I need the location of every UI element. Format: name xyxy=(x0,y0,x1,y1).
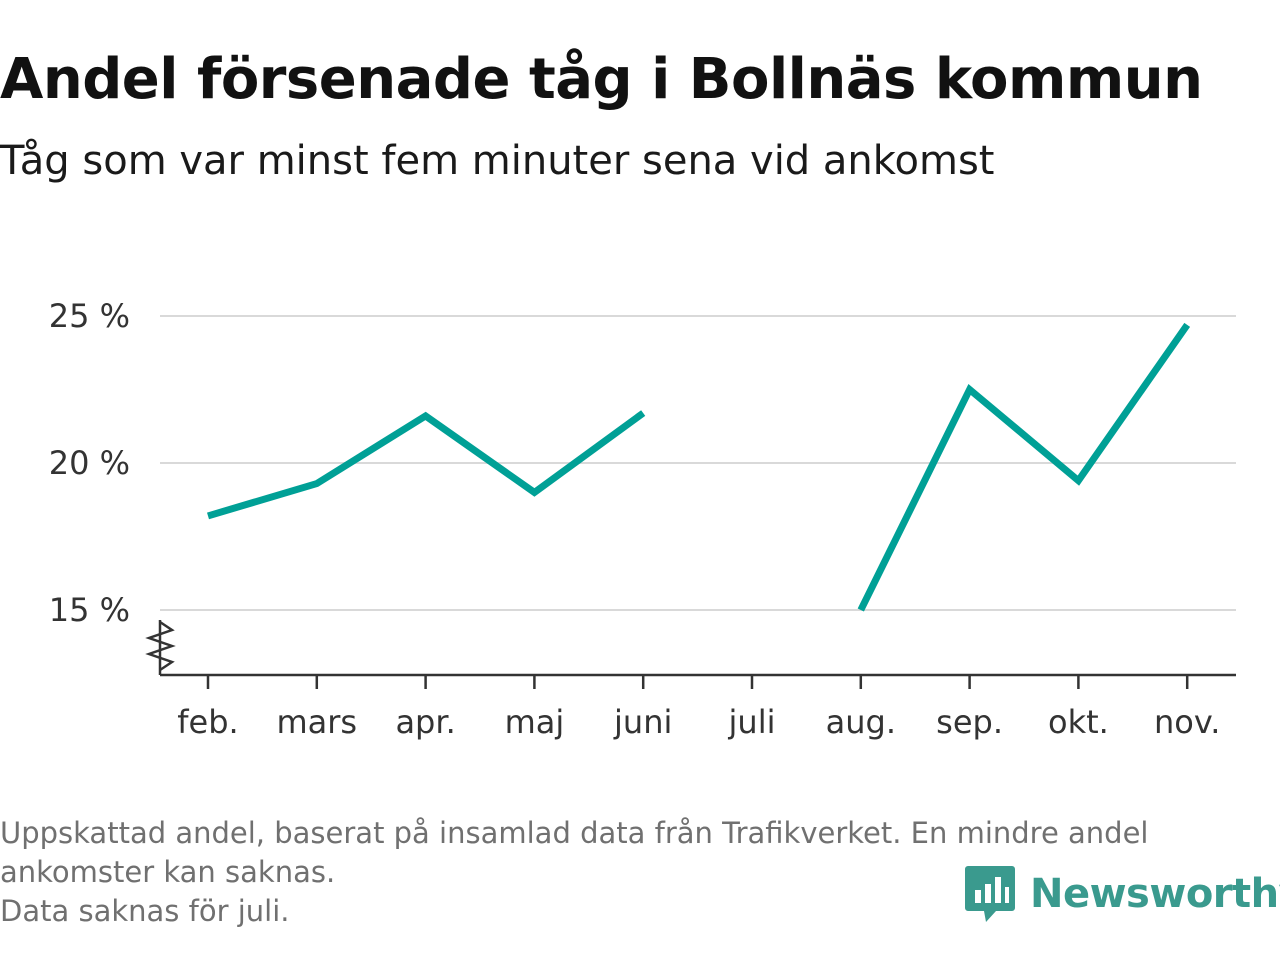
line-chart: 15 % 20 % 25 % feb. mars apr. maj juni juli aug.… xyxy=(49,297,1236,741)
chart-title: Andel försenade tåg i Bollnäs kommun xyxy=(0,47,1203,112)
y-tick-label: 15 % xyxy=(49,591,130,629)
x-axis xyxy=(145,620,1236,677)
x-tick-label: maj xyxy=(505,703,565,741)
y-tick-labels: 15 % 20 % 25 % xyxy=(49,297,130,629)
grid-lines xyxy=(160,315,1236,611)
bar-chart-speech-bubble-icon xyxy=(965,866,1015,922)
x-tick-label: sep. xyxy=(936,703,1003,741)
brand-name: Newsworthy xyxy=(1030,871,1280,917)
x-tick-label: juli xyxy=(728,703,776,741)
x-tick-label: aug. xyxy=(826,703,896,741)
y-tick-label: 20 % xyxy=(49,444,130,482)
x-tick-label: apr. xyxy=(395,703,455,741)
axis-break-icon xyxy=(145,620,176,672)
footnote-line-1: Uppskattad andel, baserat på insamlad da… xyxy=(0,816,1149,850)
x-tick-label: okt. xyxy=(1048,703,1109,741)
x-tick-label: mars xyxy=(276,703,357,741)
footnote-line-2: ankomster kan saknas. xyxy=(0,855,336,889)
chart-subtitle: Tåg som var minst fem minuter sena vid a… xyxy=(0,138,995,184)
series-line-segment xyxy=(207,410,646,520)
x-tick-label: nov. xyxy=(1154,703,1220,741)
x-tick-label: juni xyxy=(613,703,672,741)
series-line-segment xyxy=(857,322,1191,612)
brand-logo: Newsworthy xyxy=(964,864,1280,924)
y-tick-label: 25 % xyxy=(49,297,130,335)
footnote: Uppskattad andel, baserat på insamlad da… xyxy=(0,814,1270,931)
x-tick-label: feb. xyxy=(177,703,238,741)
footnote-line-3: Data saknas för juli. xyxy=(0,894,290,928)
data-series xyxy=(207,322,1191,612)
x-tick-labels: feb. mars apr. maj juni juli aug. sep. okt. nov. xyxy=(177,675,1220,741)
